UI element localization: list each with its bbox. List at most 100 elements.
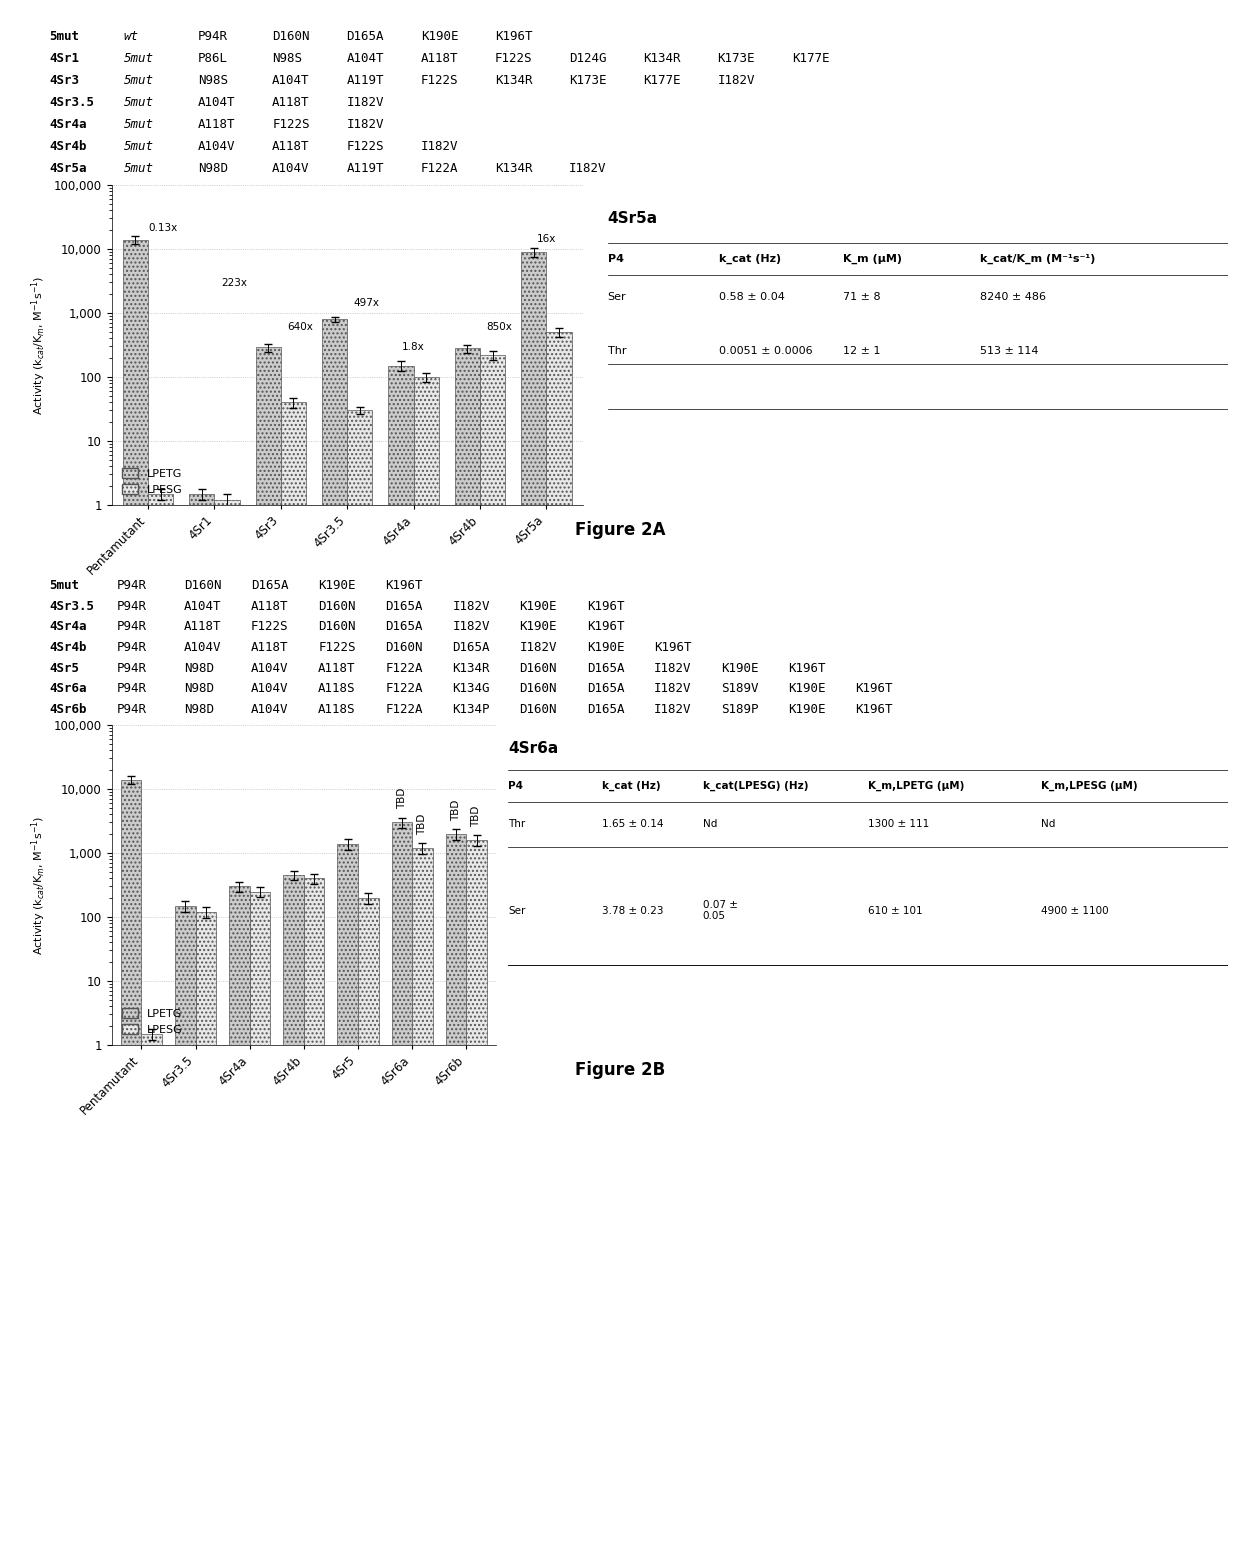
Text: K134R: K134R bbox=[495, 74, 532, 87]
Text: TBD: TBD bbox=[471, 805, 481, 827]
Text: A118T: A118T bbox=[198, 117, 236, 131]
Text: I182V: I182V bbox=[453, 620, 490, 633]
Text: wt: wt bbox=[124, 29, 139, 43]
Text: 5mut: 5mut bbox=[50, 579, 79, 592]
Bar bbox=[215, 501, 239, 1545]
Text: P94R: P94R bbox=[117, 579, 146, 592]
Text: A119T: A119T bbox=[346, 162, 384, 176]
Text: A118T: A118T bbox=[420, 51, 458, 65]
Text: 0.13x: 0.13x bbox=[148, 222, 177, 233]
Text: 0.07 ±
0.05: 0.07 ± 0.05 bbox=[703, 899, 738, 921]
Bar bbox=[414, 377, 439, 1545]
Text: k_cat (Hz): k_cat (Hz) bbox=[719, 253, 781, 264]
Text: 5mut: 5mut bbox=[124, 74, 154, 87]
Text: A104V: A104V bbox=[273, 162, 310, 176]
Text: I182V: I182V bbox=[718, 74, 755, 87]
Bar bbox=[196, 912, 216, 1545]
Text: 4Sr6a: 4Sr6a bbox=[508, 742, 559, 756]
Text: I182V: I182V bbox=[346, 117, 384, 131]
Text: 4Sr1: 4Sr1 bbox=[50, 51, 79, 65]
Text: K190E: K190E bbox=[420, 29, 458, 43]
Bar bbox=[148, 494, 174, 1545]
Text: K190E: K190E bbox=[319, 579, 356, 592]
Text: 4Sr5a: 4Sr5a bbox=[608, 210, 657, 226]
Text: 4Sr5: 4Sr5 bbox=[50, 661, 79, 675]
Text: D160N: D160N bbox=[520, 703, 557, 717]
Text: A118T: A118T bbox=[184, 620, 222, 633]
Bar bbox=[255, 348, 280, 1545]
Y-axis label: Activity (k$_{cat}$/K$_m$, M$^{-1}$s$^{-1}$): Activity (k$_{cat}$/K$_m$, M$^{-1}$s$^{-… bbox=[30, 275, 48, 414]
Text: N98D: N98D bbox=[184, 683, 213, 695]
Text: A104T: A104T bbox=[198, 96, 236, 110]
Text: 4Sr6b: 4Sr6b bbox=[50, 703, 87, 717]
Text: A104T: A104T bbox=[273, 74, 310, 87]
Text: A119T: A119T bbox=[346, 74, 384, 87]
Text: K196T: K196T bbox=[653, 641, 692, 654]
Bar bbox=[304, 879, 325, 1545]
Text: Thr: Thr bbox=[608, 346, 626, 357]
Text: 0.0051 ± 0.0006: 0.0051 ± 0.0006 bbox=[719, 346, 813, 357]
Text: K134R: K134R bbox=[644, 51, 681, 65]
Text: K177E: K177E bbox=[644, 74, 681, 87]
Text: 71 ± 8: 71 ± 8 bbox=[843, 292, 880, 301]
Text: 4Sr3: 4Sr3 bbox=[50, 74, 79, 87]
Text: I182V: I182V bbox=[569, 162, 606, 176]
Text: F122S: F122S bbox=[495, 51, 532, 65]
Text: 12 ± 1: 12 ± 1 bbox=[843, 346, 880, 357]
Text: 4900 ± 1100: 4900 ± 1100 bbox=[1040, 905, 1109, 916]
Bar bbox=[280, 402, 306, 1545]
Text: I182V: I182V bbox=[520, 641, 557, 654]
Text: Ser: Ser bbox=[508, 905, 526, 916]
Text: A118T: A118T bbox=[273, 141, 310, 153]
Bar bbox=[412, 848, 433, 1545]
Bar bbox=[521, 252, 547, 1545]
Text: A104V: A104V bbox=[250, 703, 289, 717]
Bar bbox=[480, 355, 505, 1545]
Text: K190E: K190E bbox=[789, 683, 826, 695]
Text: 850x: 850x bbox=[486, 323, 512, 332]
Text: P94R: P94R bbox=[117, 641, 146, 654]
Bar bbox=[455, 348, 480, 1545]
Bar bbox=[445, 834, 466, 1545]
Text: A104V: A104V bbox=[250, 661, 289, 675]
Text: A118T: A118T bbox=[250, 599, 289, 612]
Text: 5mut: 5mut bbox=[124, 51, 154, 65]
Text: TBD: TBD bbox=[451, 799, 461, 820]
Bar bbox=[466, 840, 487, 1545]
Text: K134R: K134R bbox=[495, 162, 532, 176]
Text: F122A: F122A bbox=[386, 703, 423, 717]
Text: N98D: N98D bbox=[198, 162, 228, 176]
Text: K190E: K190E bbox=[587, 641, 624, 654]
Text: Nd: Nd bbox=[1040, 819, 1055, 830]
Text: D160N: D160N bbox=[319, 620, 356, 633]
Text: P86L: P86L bbox=[198, 51, 228, 65]
Text: K134P: K134P bbox=[453, 703, 490, 717]
Text: N98S: N98S bbox=[198, 74, 228, 87]
Text: D160N: D160N bbox=[520, 661, 557, 675]
Text: 497x: 497x bbox=[353, 298, 379, 307]
Bar bbox=[547, 332, 572, 1545]
Text: P94R: P94R bbox=[117, 599, 146, 612]
Bar bbox=[120, 780, 141, 1545]
Text: N98S: N98S bbox=[273, 51, 303, 65]
Text: K196T: K196T bbox=[856, 683, 893, 695]
Text: 640x: 640x bbox=[288, 323, 314, 332]
Text: 4Sr4b: 4Sr4b bbox=[50, 141, 87, 153]
Text: 0.58 ± 0.04: 0.58 ± 0.04 bbox=[719, 292, 785, 301]
Text: D165A: D165A bbox=[587, 683, 624, 695]
Text: k_cat(LPESG) (Hz): k_cat(LPESG) (Hz) bbox=[703, 780, 808, 791]
Legend: LPETG, LPESG: LPETG, LPESG bbox=[117, 1003, 187, 1040]
Text: 4Sr3.5: 4Sr3.5 bbox=[50, 96, 94, 110]
Text: D160N: D160N bbox=[520, 683, 557, 695]
Bar bbox=[123, 239, 148, 1545]
Text: K196T: K196T bbox=[856, 703, 893, 717]
Text: P94R: P94R bbox=[198, 29, 228, 43]
Text: P94R: P94R bbox=[117, 620, 146, 633]
Text: TBD: TBD bbox=[397, 788, 407, 810]
Text: 4Sr3.5: 4Sr3.5 bbox=[50, 599, 94, 612]
Bar bbox=[175, 905, 196, 1545]
Text: K196T: K196T bbox=[587, 620, 624, 633]
Text: Nd: Nd bbox=[703, 819, 717, 830]
Text: I182V: I182V bbox=[453, 599, 490, 612]
Text: I182V: I182V bbox=[346, 96, 384, 110]
